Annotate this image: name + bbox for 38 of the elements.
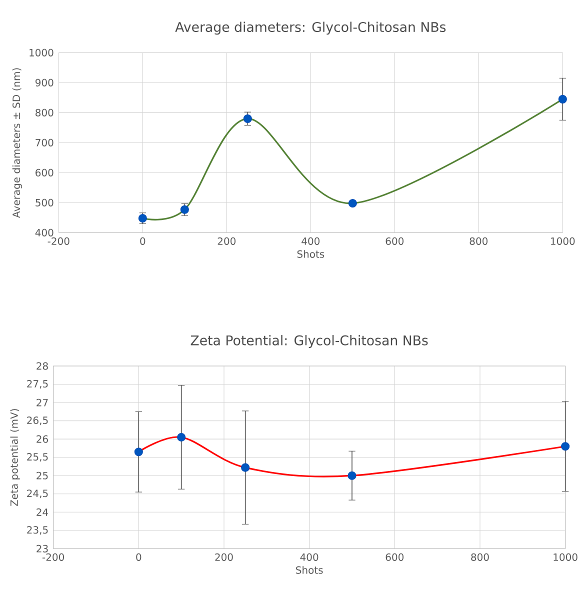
y-tick-label: 800 [36,108,54,116]
y-axis-title: Average diameters ± SD (nm) [12,68,22,218]
x-tick-label: 400 [300,553,318,561]
x-tick-label: 1000 [551,237,575,245]
y-tick-label: 27,5 [27,380,48,389]
x-tick-label: 1000 [554,553,578,561]
x-tick-label: 600 [386,553,404,561]
y-tick-label: 1000 [30,48,54,56]
y-tick-label: 24 [36,508,48,516]
x-tick-label: -200 [42,553,64,561]
y-tick-label: 26 [36,435,48,443]
x-tick-label: 800 [471,553,489,561]
y-tick-label: 500 [36,198,54,206]
x-tick-label: 200 [218,237,236,245]
y-tick-label: 700 [36,138,54,146]
x-tick-label: 0 [136,553,142,561]
y-tick-label: 28 [36,362,48,370]
x-axis-title: Shots [297,250,324,258]
x-tick-label: 200 [215,553,233,561]
y-axis-title: Zeta potential (mV) [10,409,20,506]
chart-title: Average diameters: Glycol-Chitosan NBs [175,22,446,35]
y-tick-label: 24,5 [27,490,48,498]
x-axis-title: Shots [296,566,323,574]
x-tick-label: 400 [302,237,320,245]
y-tick-label: 26,5 [27,416,48,426]
chart-title: Zeta Potential: Glycol-Chitosan NBs [190,335,428,348]
y-tick-label: 23 [36,544,48,552]
x-tick-label: -200 [48,237,70,245]
x-tick-label: 600 [386,237,404,245]
y-tick-label: 900 [35,78,54,86]
y-tick-label: 25 [36,472,48,480]
y-tick-label: 400 [35,228,54,236]
x-tick-label: 0 [140,237,146,245]
y-tick-label: 600 [36,168,54,176]
y-tick-label: 23,5 [27,526,48,535]
y-tick-label: 25,5 [27,453,48,462]
x-tick-label: 800 [470,237,488,245]
y-tick-label: 27 [36,398,48,406]
